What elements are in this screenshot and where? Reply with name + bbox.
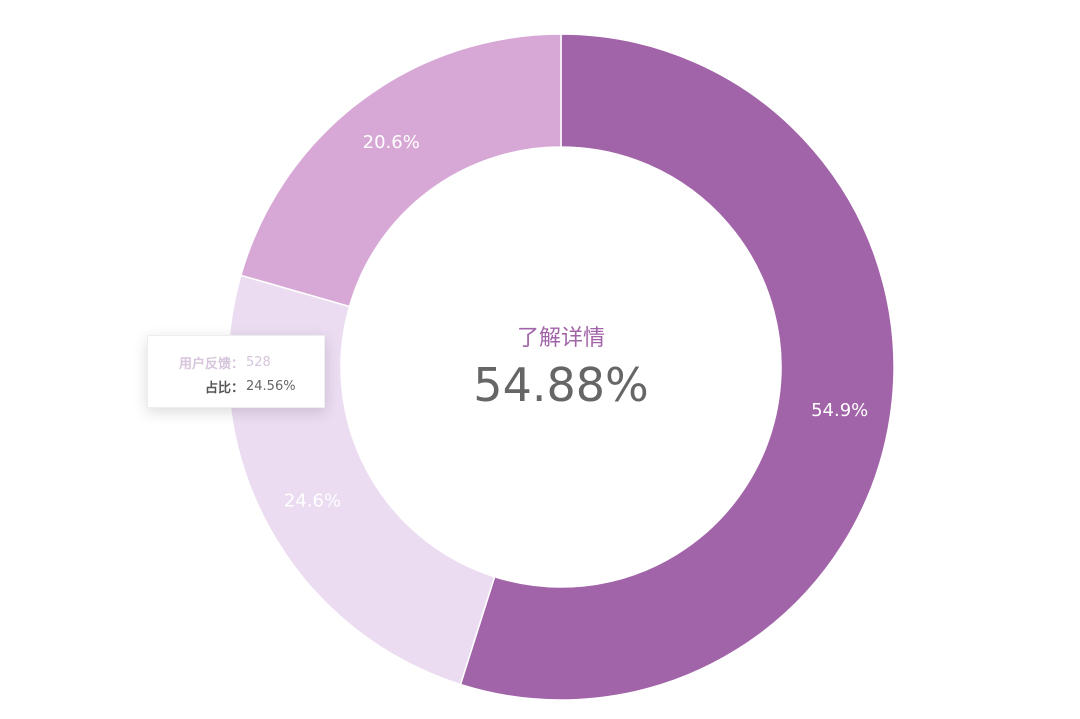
- tooltip-series-value: 528: [246, 354, 271, 370]
- slice-label-1: 54.9%: [811, 400, 868, 421]
- tooltip-share-key: 占比：: [204, 380, 244, 396]
- slice-label-2: 24.6%: [284, 490, 341, 511]
- chart-tooltip: 用户反馈： 528 占比： 24.56%: [147, 335, 325, 408]
- donut-slice-1[interactable]: [459, 33, 895, 701]
- slice-label-3: 20.6%: [363, 132, 420, 153]
- tooltip-share-row: 占比： 24.56%: [148, 374, 324, 398]
- tooltip-series-row: 用户反馈： 528: [148, 350, 324, 374]
- center-value: 54.88%: [473, 358, 648, 412]
- slice-labels: 54.9% 24.6% 20.6%: [284, 132, 868, 512]
- donut-slice-3[interactable]: [239, 33, 562, 308]
- tooltip-series-key: 用户反馈：: [178, 356, 244, 372]
- tooltip-share-value: 24.56%: [246, 378, 296, 394]
- center-title[interactable]: 了解详情: [517, 326, 605, 351]
